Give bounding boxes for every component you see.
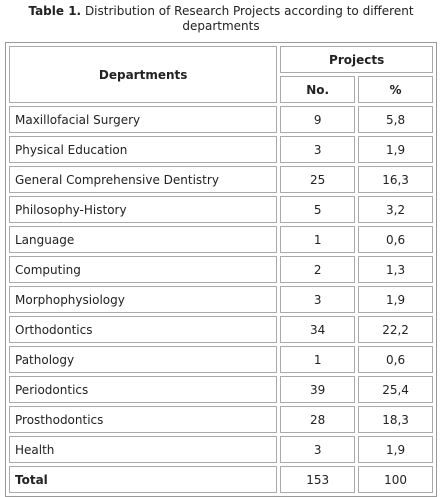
caption-text: Distribution of Research Projects accord… <box>84 4 414 33</box>
data-row: Orthodontics 34 22,2 <box>9 316 433 343</box>
percent: 0,6 <box>358 346 433 373</box>
data-row: Periodontics 39 25,4 <box>9 376 433 403</box>
header-percent: % <box>358 76 433 103</box>
percent: 3,2 <box>358 196 433 223</box>
count: 1 <box>280 226 356 253</box>
table-body: Maxillofacial Surgery 9 5,8 Physical Educat… <box>9 106 433 493</box>
table: Departments Projects No. % Maxillofacial… <box>5 42 437 497</box>
caption: Table 1. Distribution of Research Projec… <box>5 4 437 38</box>
department: Prosthodontics <box>9 406 278 433</box>
department: Morphophysiology <box>9 286 278 313</box>
data-row: Physical Education 3 1,9 <box>9 136 433 163</box>
count: 25 <box>280 166 356 193</box>
count: 1 <box>280 346 356 373</box>
count: 3 <box>280 436 356 463</box>
department: Maxillofacial Surgery <box>9 106 278 133</box>
data-row: Pathology 1 0,6 <box>9 346 433 373</box>
header-no: No. <box>280 76 356 103</box>
header-departments: Departments <box>9 46 278 103</box>
count: 5 <box>280 196 356 223</box>
department: Language <box>9 226 278 253</box>
header-projects: Projects <box>280 46 433 73</box>
department: Health <box>9 436 278 463</box>
department: Computing <box>9 256 278 283</box>
count: 28 <box>280 406 356 433</box>
department: Physical Education <box>9 136 278 163</box>
percent: 25,4 <box>358 376 433 403</box>
data-row: Computing 2 1,3 <box>9 256 433 283</box>
data-row: Health 3 1,9 <box>9 436 433 463</box>
percent: 1,9 <box>358 436 433 463</box>
count: 3 <box>280 286 356 313</box>
percent: 16,3 <box>358 166 433 193</box>
percent: 0,6 <box>358 226 433 253</box>
department: Periodontics <box>9 376 278 403</box>
percent: 1,9 <box>358 136 433 163</box>
data-row: Philosophy-History 5 3,2 <box>9 196 433 223</box>
data-row: Morphophysiology 3 1,9 <box>9 286 433 313</box>
department: Philosophy-History <box>9 196 278 223</box>
count: 3 <box>280 136 356 163</box>
data-row: Prosthodontics 28 18,3 <box>9 406 433 433</box>
department: Orthodontics <box>9 316 278 343</box>
data-row: Maxillofacial Surgery 9 5,8 <box>9 106 433 133</box>
percent: 1,9 <box>358 286 433 313</box>
data-row: Language 1 0,6 <box>9 226 433 253</box>
count: 2 <box>280 256 356 283</box>
percent: 18,3 <box>358 406 433 433</box>
percent: 22,2 <box>358 316 433 343</box>
count: 39 <box>280 376 356 403</box>
page: Table 1. Distribution of Research Projec… <box>0 4 442 497</box>
department: Pathology <box>9 346 278 373</box>
percent: 1,3 <box>358 256 433 283</box>
caption-label: Table 1. <box>28 4 82 18</box>
department: General Comprehensive Dentistry <box>9 166 278 193</box>
percent: 5,8 <box>358 106 433 133</box>
count: 9 <box>280 106 356 133</box>
count: 34 <box>280 316 356 343</box>
data-row: General Comprehensive Dentistry 25 16,3 <box>9 166 433 193</box>
